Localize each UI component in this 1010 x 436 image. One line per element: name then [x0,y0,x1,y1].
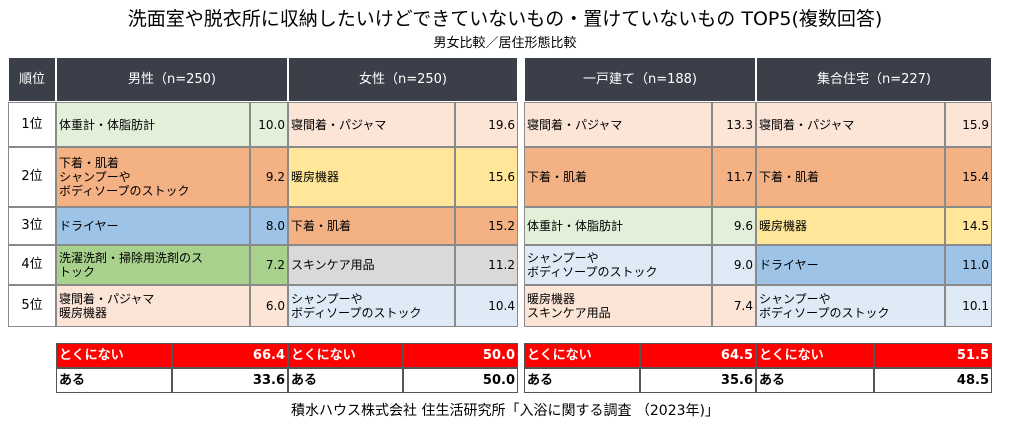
summary-value: 35.6 [640,368,756,393]
item-value: 11.0 [945,245,992,285]
item-value: 19.6 [455,102,518,147]
item-value: 15.6 [455,147,518,207]
item-label: 下着・肌着 [524,147,712,207]
item-value: 13.3 [712,102,756,147]
subtitle: 男女比較／居住形態比較 [433,36,577,51]
item-label: 寝間着・パジャマ 暖房機器 [56,285,250,327]
summary-value: 48.5 [874,368,992,393]
item-value: 11.7 [712,147,756,207]
title: 洗面室や脱衣所に収納したいけどできていないもの・置けていないもの TOP5(複数… [127,8,883,30]
summary-value: 33.6 [172,368,288,393]
item-label: シャンプーや ボディソープのストック [756,285,945,327]
item-label: 下着・肌着 [288,207,455,245]
item-label: ドライヤー [56,207,250,245]
summary-value: 66.4 [172,343,288,368]
item-value: 10.1 [945,285,992,327]
group-header: 男性（n=250) [56,57,288,102]
item-value: 6.0 [250,285,288,327]
item-label: 寝間着・パジャマ [524,102,712,147]
rank-cell: 3位 [8,207,56,245]
item-value: 9.0 [712,245,756,285]
footer: 積水ハウス株式会社 住生活研究所「入浴に関する調査 （2023年)」 [291,403,719,419]
group-header: 集合住宅（n=227) [756,57,992,102]
rank-cell: 2位 [8,147,56,207]
summary-label: とくにない [524,343,640,368]
item-value: 10.4 [455,285,518,327]
item-value: 9.6 [712,207,756,245]
rank-cell: 5位 [8,285,56,327]
rank-header: 順位 [8,57,56,102]
item-label: スキンケア用品 [288,245,455,285]
item-label: シャンプーや ボディソープのストック [288,285,455,327]
rank-cell: 4位 [8,245,56,285]
item-value: 15.2 [455,207,518,245]
item-label: 下着・肌着 [756,147,945,207]
item-label: 暖房機器 [288,147,455,207]
item-value: 10.0 [250,102,288,147]
item-value: 15.4 [945,147,992,207]
item-label: 寝間着・パジャマ [756,102,945,147]
item-value: 14.5 [945,207,992,245]
item-value: 7.4 [712,285,756,327]
summary-label: とくにない [288,343,403,368]
item-value: 8.0 [250,207,288,245]
item-label: 体重計・体脂肪計 [56,102,250,147]
summary-label: とくにない [756,343,874,368]
summary-value: 50.0 [403,368,518,393]
summary-label: ある [524,368,640,393]
item-label: ドライヤー [756,245,945,285]
item-label: 暖房機器 スキンケア用品 [524,285,712,327]
item-label: 体重計・体脂肪計 [524,207,712,245]
summary-value: 50.0 [403,343,518,368]
rank-cell: 1位 [8,102,56,147]
item-label: シャンプーや ボディソープのストック [524,245,712,285]
group-header: 一戸建て（n=188) [524,57,756,102]
summary-label: とくにない [56,343,172,368]
item-label: 洗濯洗剤・掃除用洗剤のス トック [56,245,250,285]
item-label: 寝間着・パジャマ [288,102,455,147]
item-value: 11.2 [455,245,518,285]
summary-label: ある [756,368,874,393]
item-label: 暖房機器 [756,207,945,245]
item-value: 7.2 [250,245,288,285]
summary-value: 64.5 [640,343,756,368]
summary-label: ある [56,368,172,393]
item-label: 下着・肌着 シャンプーや ボディソープのストック [56,147,250,207]
item-value: 9.2 [250,147,288,207]
group-header: 女性（n=250) [288,57,518,102]
summary-label: ある [288,368,403,393]
summary-value: 51.5 [874,343,992,368]
item-value: 15.9 [945,102,992,147]
